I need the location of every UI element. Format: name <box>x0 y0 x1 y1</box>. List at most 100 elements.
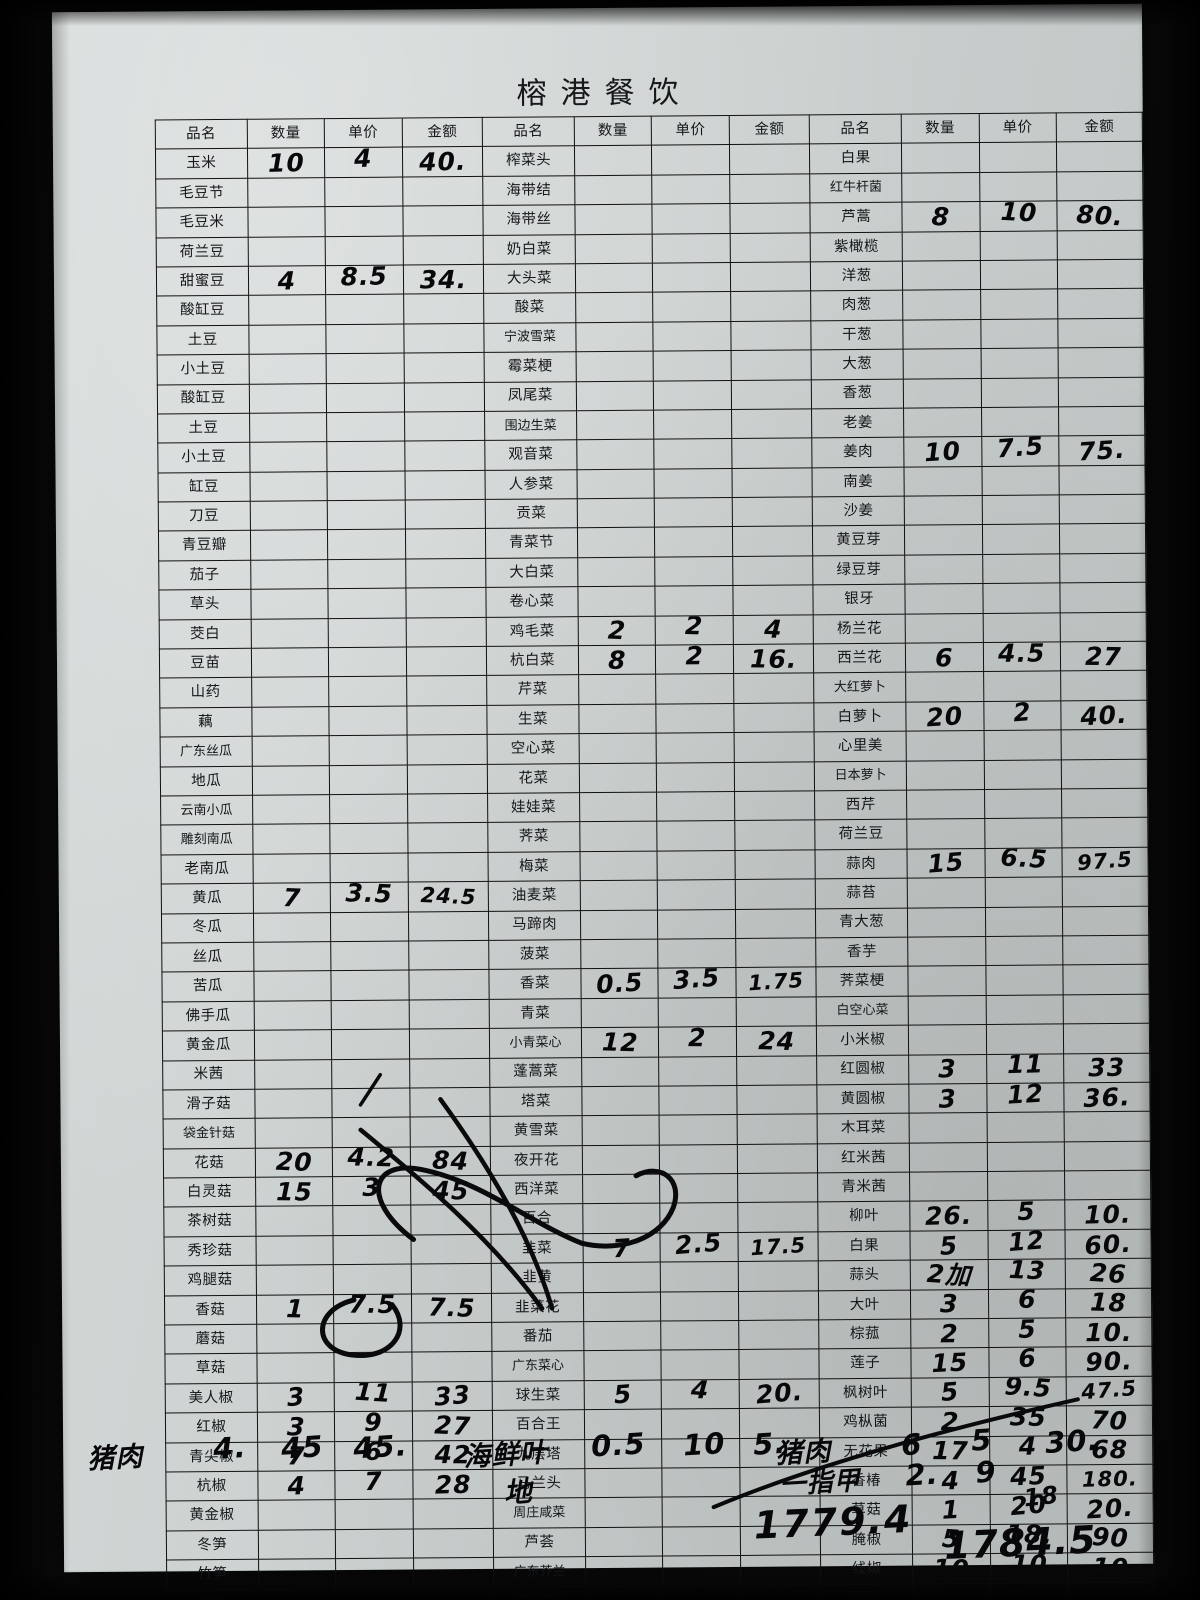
quantity-cell[interactable] <box>905 613 983 644</box>
quantity-cell[interactable] <box>907 936 986 967</box>
quantity-cell[interactable] <box>902 260 981 291</box>
amount-cell[interactable] <box>408 969 490 1000</box>
unit-price-cell[interactable] <box>654 497 733 528</box>
amount-cell[interactable] <box>405 587 487 618</box>
unit-price-cell[interactable] <box>333 1264 412 1295</box>
amount-cell[interactable]: 42 <box>412 1439 494 1470</box>
unit-price-cell[interactable] <box>331 970 409 1001</box>
unit-price-cell[interactable] <box>985 965 1064 996</box>
quantity-cell[interactable] <box>249 412 327 443</box>
amount-cell[interactable] <box>409 1028 490 1059</box>
unit-price-cell[interactable] <box>329 823 408 854</box>
unit-price-cell[interactable] <box>330 911 409 942</box>
unit-price-cell[interactable] <box>984 906 1063 937</box>
amount-cell[interactable] <box>1058 406 1145 437</box>
quantity-cell[interactable] <box>254 1059 333 1090</box>
unit-price-cell[interactable] <box>656 703 734 734</box>
quantity-cell[interactable] <box>903 378 982 409</box>
amount-cell[interactable] <box>736 996 817 1027</box>
unit-price-cell[interactable]: 7 <box>335 1469 413 1500</box>
quantity-cell[interactable] <box>581 1085 660 1116</box>
amount-cell[interactable]: 1.75 <box>735 967 817 998</box>
amount-cell[interactable] <box>413 1528 494 1559</box>
amount-cell[interactable] <box>732 526 814 557</box>
quantity-cell[interactable] <box>254 1029 332 1060</box>
unit-price-cell[interactable]: 6.5 <box>984 847 1063 878</box>
amount-cell[interactable] <box>409 1057 491 1088</box>
unit-price-cell[interactable] <box>652 233 731 264</box>
unit-price-cell[interactable]: 5 <box>987 1200 1066 1231</box>
amount-cell[interactable] <box>739 1496 821 1527</box>
quantity-cell[interactable] <box>909 1171 988 1202</box>
amount-cell[interactable] <box>739 1408 820 1439</box>
quantity-cell[interactable]: 4 <box>911 1465 990 1496</box>
unit-price-cell[interactable] <box>329 794 408 825</box>
quantity-cell[interactable]: 1 <box>912 1494 990 1525</box>
unit-price-cell[interactable] <box>656 732 735 763</box>
quantity-cell[interactable] <box>578 733 657 764</box>
amount-cell[interactable] <box>1059 464 1146 495</box>
amount-cell[interactable] <box>403 352 485 383</box>
amount-cell[interactable] <box>729 144 811 175</box>
amount-cell[interactable] <box>1061 788 1148 819</box>
quantity-cell[interactable] <box>908 995 986 1026</box>
quantity-cell[interactable] <box>250 530 328 561</box>
unit-price-cell[interactable] <box>660 1261 739 1292</box>
unit-price-cell[interactable] <box>657 909 736 940</box>
unit-price-cell[interactable]: 12 <box>986 1082 1065 1113</box>
unit-price-cell[interactable] <box>654 468 733 499</box>
amount-cell[interactable] <box>409 1116 491 1147</box>
amount-cell[interactable] <box>404 499 486 530</box>
amount-cell[interactable] <box>1058 376 1145 407</box>
quantity-cell[interactable]: 0.5 <box>580 968 659 999</box>
amount-cell[interactable] <box>1062 876 1149 907</box>
quantity-cell[interactable]: 6 <box>905 642 984 673</box>
unit-price-cell[interactable] <box>985 994 1064 1025</box>
quantity-cell[interactable] <box>251 677 330 708</box>
amount-cell[interactable]: 24 <box>736 1025 817 1056</box>
unit-price-cell[interactable] <box>651 144 730 175</box>
unit-price-cell[interactable] <box>335 1499 414 1530</box>
amount-cell[interactable] <box>406 646 487 677</box>
quantity-cell[interactable] <box>255 1235 334 1266</box>
amount-cell[interactable] <box>1057 288 1144 319</box>
quantity-cell[interactable] <box>253 1000 332 1031</box>
unit-price-cell[interactable] <box>652 203 731 234</box>
amount-cell[interactable] <box>406 705 488 736</box>
amount-cell[interactable] <box>1062 905 1149 936</box>
quantity-cell[interactable]: 15 <box>255 1176 333 1207</box>
unit-price-cell[interactable] <box>657 820 735 851</box>
amount-cell[interactable]: 33 <box>411 1381 493 1412</box>
quantity-cell[interactable]: 10 <box>247 148 325 179</box>
quantity-cell[interactable] <box>581 1115 660 1146</box>
quantity-cell[interactable]: 8 <box>578 645 656 676</box>
unit-price-cell[interactable]: 18. <box>989 1523 1068 1554</box>
unit-price-cell[interactable] <box>653 409 732 440</box>
unit-price-cell[interactable] <box>655 673 734 704</box>
quantity-cell[interactable]: 7 <box>582 1232 661 1263</box>
unit-price-cell[interactable] <box>660 1202 738 1233</box>
amount-cell[interactable] <box>734 849 816 880</box>
quantity-cell[interactable] <box>584 1497 663 1528</box>
quantity-cell[interactable] <box>249 471 328 502</box>
quantity-cell[interactable] <box>257 1499 336 1530</box>
quantity-cell[interactable] <box>247 177 326 208</box>
unit-price-cell[interactable]: 7.5 <box>333 1293 412 1324</box>
unit-price-cell[interactable] <box>333 1323 412 1354</box>
unit-price-cell[interactable] <box>981 465 1060 496</box>
amount-cell[interactable] <box>732 555 814 586</box>
unit-price-cell[interactable] <box>325 235 404 266</box>
unit-price-cell[interactable] <box>326 441 405 472</box>
unit-price-cell[interactable] <box>326 382 405 413</box>
unit-price-cell[interactable] <box>327 558 406 589</box>
quantity-cell[interactable] <box>902 319 981 350</box>
unit-price-cell[interactable] <box>984 818 1063 849</box>
quantity-cell[interactable] <box>904 495 982 526</box>
unit-price-cell[interactable] <box>657 879 736 910</box>
amount-cell[interactable]: 27 <box>412 1410 493 1441</box>
quantity-cell[interactable] <box>251 765 330 796</box>
amount-cell[interactable] <box>403 323 485 354</box>
quantity-cell[interactable] <box>580 909 659 940</box>
unit-price-cell[interactable]: 3 <box>332 1176 411 1207</box>
unit-price-cell[interactable] <box>657 850 736 881</box>
